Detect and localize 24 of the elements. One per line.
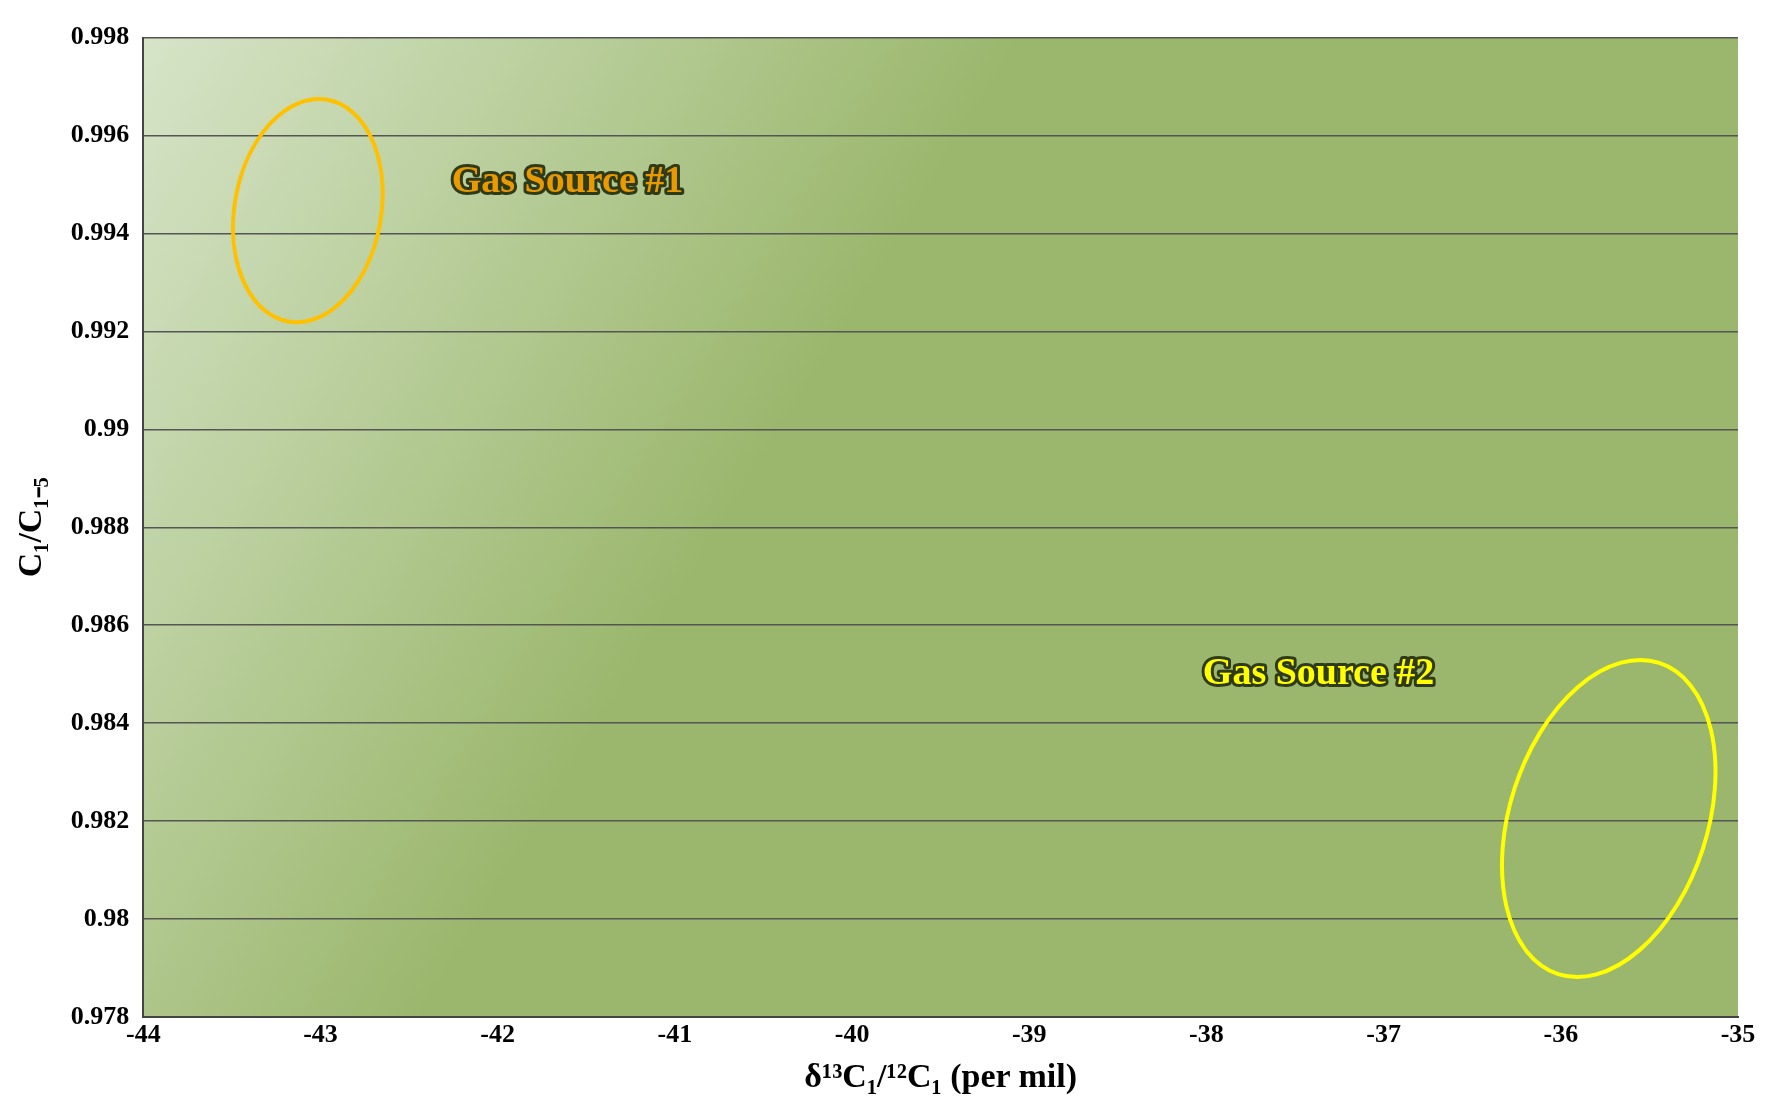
y-tick-label: 0.986 [70, 608, 130, 638]
x-axis-title: δ¹³C₁/¹²C₁ (per mil) [804, 1057, 1077, 1096]
x-tick-label: -35 [1720, 1019, 1756, 1049]
y-tick-label: 0.996 [70, 119, 130, 149]
x-tick-label: -37 [1366, 1019, 1401, 1049]
y-tick-label: 0.982 [70, 804, 130, 834]
y-tick-label: 0.99 [83, 413, 130, 443]
annotation: Gas Source #2 [1202, 650, 1435, 693]
x-tick-label: -39 [1011, 1019, 1047, 1049]
y-tick-label: 0.994 [70, 217, 130, 247]
y-tick-label: 0.998 [70, 21, 130, 51]
y-tick-label: 0.98 [83, 902, 130, 932]
y-axis-title: C₁/C₁₋₅ [11, 477, 49, 578]
x-tick-label: -38 [1189, 1019, 1224, 1049]
x-tick-label: -42 [480, 1019, 516, 1049]
x-tick-label: -36 [1543, 1019, 1579, 1049]
y-tick-label: 0.978 [70, 1000, 130, 1030]
x-tick-label: -41 [657, 1019, 693, 1049]
y-tick-label: 0.984 [70, 706, 130, 736]
x-tick-label: -40 [834, 1019, 870, 1049]
y-tick-label: 0.988 [70, 511, 130, 541]
y-tick-label: 0.992 [70, 315, 130, 345]
x-tick-label: -43 [303, 1019, 338, 1049]
annotation: Gas Source #1 [451, 158, 684, 201]
